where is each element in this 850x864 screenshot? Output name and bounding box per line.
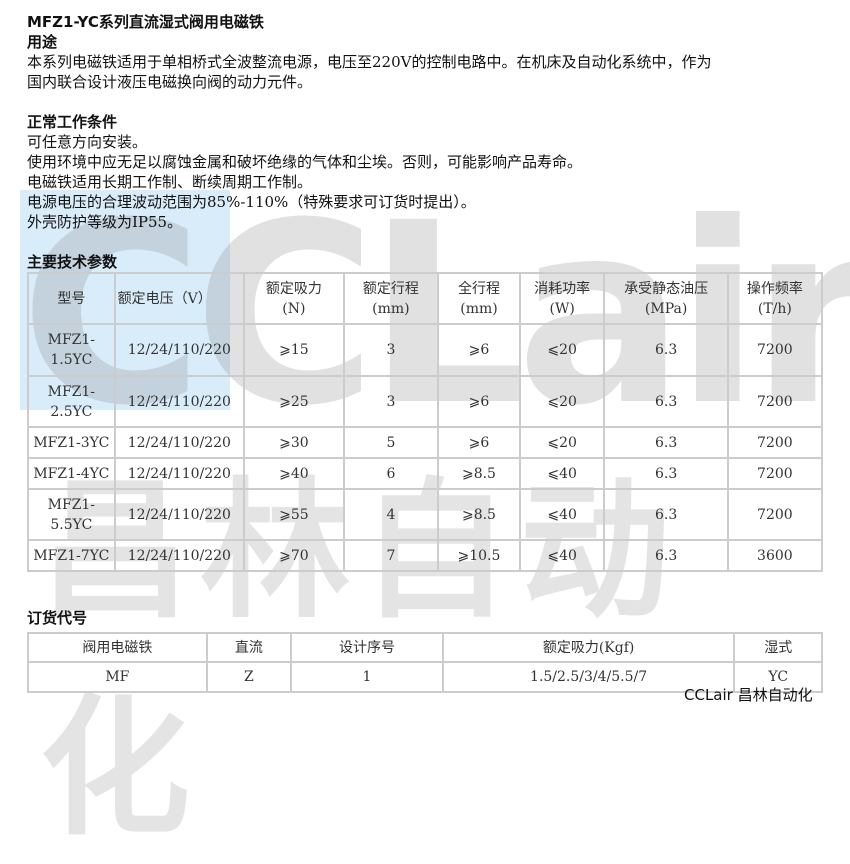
table-cell: MFZ1- 5.5YC: [27, 488, 116, 541]
table-cell: ⩾8.5: [437, 488, 521, 541]
table-cell: MFZ1-4YC: [27, 457, 116, 490]
page-title: MFZ1-YC系列直流湿式阀用电磁铁: [27, 13, 264, 31]
table-cell: 3: [342, 375, 440, 428]
table-row: MFZ1- 5.5YC 12/24/110/220 ⩾55 4 ⩾8.5 ⩽40 6.3 720…: [27, 488, 824, 541]
table-cell: 5: [342, 426, 440, 459]
table-cell: 12/24/110/220: [113, 488, 246, 541]
table-cell: MFZ1-7YC: [27, 539, 116, 572]
table-cell: 6.3: [603, 375, 729, 428]
table-cell: ⩾8.5: [437, 457, 521, 490]
table-cell: MFZ1- 2.5YC: [27, 375, 116, 428]
table-cell: 12/24/110/220: [113, 539, 246, 572]
column-header: 额定行程 (mm): [342, 272, 440, 325]
table-cell: MFZ1- 1.5YC: [27, 323, 116, 377]
column-header: 直流: [205, 632, 293, 663]
condition-line: 电磁铁适用长期工作制、断续周期工作制。: [27, 173, 313, 191]
table-cell: ⩾55: [243, 488, 345, 541]
condition-line: 使用环境中应无足以腐蚀金属和破坏绝缘的气体和尘埃。否则，可能影响产品寿命。: [27, 153, 583, 171]
table-cell: ⩾30: [243, 426, 345, 459]
table-cell: ⩽20: [518, 375, 606, 428]
table-cell: 6.3: [603, 426, 729, 459]
table-cell: 6: [342, 457, 440, 490]
condition-line: 电源电压的合理波动范围为85%-110%（特殊要求可订货时提出）。: [27, 193, 476, 211]
column-header: 额定吸力(Kgf): [441, 632, 736, 663]
table-row: MFZ1-3YC 12/24/110/220 ⩾30 5 ⩾6 ⩽20 6.3 7200: [27, 426, 824, 459]
column-header: 阀用电磁铁: [27, 632, 208, 663]
usage-line: 国内联合设计液压电磁换向阀的动力元件。: [27, 73, 313, 91]
table-cell: 6.3: [603, 539, 729, 572]
column-header: 湿式: [733, 632, 823, 663]
table-cell: 7200: [726, 457, 824, 490]
order-table: 阀用电磁铁 直流 设计序号 额定吸力(Kgf) 湿式 MF Z 1 1.5/2.5/3/4/5.…: [27, 632, 823, 693]
table-cell: 7: [342, 539, 440, 572]
table-row: MF Z 1 1.5/2.5/3/4/5.5/7 YC: [27, 661, 823, 693]
table-cell: 4: [342, 488, 440, 541]
table-cell: ⩾6: [437, 375, 521, 428]
column-header: 消耗功率 (W): [518, 272, 606, 325]
table-cell: 12/24/110/220: [113, 457, 246, 490]
table-cell: ⩾10.5: [437, 539, 521, 572]
table-cell: MF: [27, 661, 208, 693]
table-cell: 6.3: [603, 323, 729, 377]
column-header: 设计序号: [290, 632, 444, 663]
table-cell: 1.5/2.5/3/4/5.5/7: [441, 661, 736, 693]
table-cell: 7200: [726, 375, 824, 428]
table-cell: ⩾25: [243, 375, 345, 428]
specs-heading: 主要技术参数: [27, 253, 118, 271]
table-cell: 6.3: [603, 488, 729, 541]
table-cell: 1: [290, 661, 444, 693]
table-cell: 3: [342, 323, 440, 377]
table-cell: 7200: [726, 426, 824, 459]
table-cell: 3600: [726, 539, 824, 572]
column-header: 型号: [27, 272, 116, 325]
table-cell: 12/24/110/220: [113, 323, 246, 377]
usage-heading: 用途: [27, 33, 58, 51]
brand-label: CCLair 昌林自动化: [684, 686, 813, 704]
table-cell: ⩾6: [437, 323, 521, 377]
table-row: MFZ1- 1.5YC 12/24/110/220 ⩾15 3 ⩾6 ⩽20 6.3 7200: [27, 323, 824, 377]
table-cell: 12/24/110/220: [113, 375, 246, 428]
table-row: MFZ1- 2.5YC 12/24/110/220 ⩾25 3 ⩾6 ⩽20 6.3 7200: [27, 375, 824, 428]
table-cell: YC: [733, 661, 823, 693]
specs-table: 型号 额定电压（V） 额定吸力 (N) 额定行程 (mm) 全行程 (mm) 消耗功率 (W) 承受…: [27, 272, 824, 572]
table-cell: 7200: [726, 488, 824, 541]
table-cell: ⩾15: [243, 323, 345, 377]
table-cell: 6.3: [603, 457, 729, 490]
table-cell: ⩾40: [243, 457, 345, 490]
table-cell: ⩽40: [518, 457, 606, 490]
table-cell: ⩽20: [518, 426, 606, 459]
table-cell: ⩽40: [518, 488, 606, 541]
table-header-row: 型号 额定电压（V） 额定吸力 (N) 额定行程 (mm) 全行程 (mm) 消耗功率 (W) 承受…: [27, 272, 824, 325]
column-header: 全行程 (mm): [437, 272, 521, 325]
column-header: 额定电压（V）: [113, 272, 246, 325]
table-cell: ⩾6: [437, 426, 521, 459]
table-row: MFZ1-4YC 12/24/110/220 ⩾40 6 ⩾8.5 ⩽40 6.3 7200: [27, 457, 824, 490]
column-header: 额定吸力 (N): [243, 272, 345, 325]
table-cell: ⩽40: [518, 539, 606, 572]
column-header: 操作频率 (T/h): [726, 272, 824, 325]
table-cell: MFZ1-3YC: [27, 426, 116, 459]
table-header-row: 阀用电磁铁 直流 设计序号 额定吸力(Kgf) 湿式: [27, 632, 823, 663]
table-cell: ⩾70: [243, 539, 345, 572]
table-cell: ⩽20: [518, 323, 606, 377]
table-row: MFZ1-7YC 12/24/110/220 ⩾70 7 ⩾10.5 ⩽40 6.3 3600: [27, 539, 824, 572]
condition-line: 可任意方向安装。: [27, 133, 148, 151]
table-cell: 7200: [726, 323, 824, 377]
order-heading: 订货代号: [27, 609, 88, 627]
table-cell: Z: [205, 661, 293, 693]
column-header: 承受静态油压 (MPa): [603, 272, 729, 325]
table-cell: 12/24/110/220: [113, 426, 246, 459]
condition-line: 外壳防护等级为IP55。: [27, 213, 183, 231]
conditions-heading: 正常工作条件: [27, 113, 118, 131]
usage-line: 本系列电磁铁适用于单相桥式全波整流电源，电压至220V的控制电路中。在机床及自动…: [27, 53, 712, 71]
